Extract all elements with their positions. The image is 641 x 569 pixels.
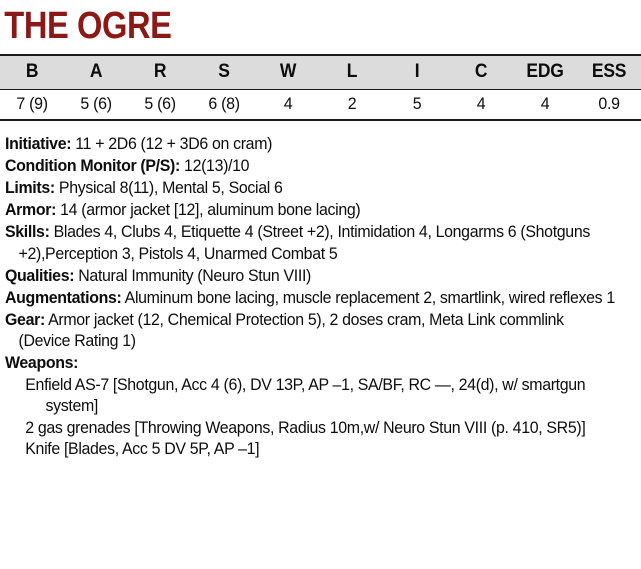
weapon-item-gas-grenades: 2 gas grenades [Throwing Weapons, Radius…: [25, 418, 586, 437]
stat-label-weapons: Weapons:: [5, 354, 79, 372]
attr-value-b: 7 (9): [1, 89, 63, 121]
stat-value-limits: Physical 8(11), Mental 5, Social 6: [54, 179, 283, 197]
attr-header-a: A: [66, 54, 126, 90]
attribute-table-body: 7 (9) 5 (6) 5 (6) 6 (8) 4 2 5 4 4 0.9: [0, 89, 641, 121]
stat-line-augmentations: Augmentations: Aluminum bone lacing, mus…: [5, 288, 615, 310]
stat-value-initiative: 11 + 2D6 (12 + 3D6 on cram): [71, 135, 273, 153]
stat-label-condition-monitor: Condition Monitor (P/S):: [5, 157, 180, 175]
attr-value-w: 4: [258, 89, 319, 121]
attr-header-c: C: [451, 54, 511, 90]
attr-value-l: 2: [322, 89, 383, 121]
stat-label-armor: Armor:: [5, 201, 57, 219]
attr-header-l: L: [323, 54, 382, 90]
attr-value-a: 5 (6): [66, 89, 127, 121]
attr-value-i: 5: [386, 89, 447, 121]
stat-line-limits: Limits: Physical 8(11), Mental 5, Social…: [5, 178, 615, 200]
attr-header-ess: ESS: [579, 54, 639, 90]
attr-value-c: 4: [450, 89, 511, 121]
stat-line-gear: Gear: Armor jacket (12, Chemical Protect…: [5, 310, 615, 353]
attr-value-s: 6 (8): [194, 89, 255, 121]
attr-header-i: I: [387, 54, 447, 90]
stat-label-qualities: Qualities:: [5, 266, 75, 285]
weapon-item-enfield-as7: Enfield AS-7 [Shotgun, Acc 4 (6), DV 13P…: [25, 375, 586, 416]
attr-header-r: R: [130, 54, 190, 90]
stat-label-initiative: Initiative:: [5, 135, 72, 153]
attr-header-w: W: [258, 54, 318, 90]
stat-line-armor: Armor: 14 (armor jacket [12], aluminum b…: [5, 200, 615, 222]
stat-line-condition-monitor: Condition Monitor (P/S): 12(13)/10: [5, 156, 615, 178]
attr-header-edg: EDG: [515, 54, 575, 90]
page-title: THE OGRE: [4, 5, 172, 47]
attribute-table: B A R S W L I C EDG ESS 7 (9) 5 (6) 5 (6…: [0, 54, 641, 121]
attr-header-b: B: [2, 54, 62, 90]
attr-header-s: S: [194, 54, 254, 90]
stat-label-augmentations: Augmentations:: [5, 288, 122, 307]
stat-value-qualities: Natural Immunity (Neuro Stun VIII): [74, 266, 312, 285]
stat-line-skills: Skills: Blades 4, Clubs 4, Etiquette 4 (…: [5, 222, 615, 265]
stat-line-initiative: Initiative: 11 + 2D6 (12 + 3D6 on cram): [5, 134, 615, 156]
attr-value-ess: 0.9: [578, 89, 640, 121]
stat-value-gear: Armor jacket (12, Chemical Protection 5)…: [18, 310, 565, 351]
stat-value-armor: 14 (armor jacket [12], aluminum bone lac…: [56, 201, 361, 219]
stat-label-gear: Gear:: [5, 310, 45, 329]
table-row: 7 (9) 5 (6) 5 (6) 6 (8) 4 2 5 4 4 0.9: [0, 89, 641, 121]
stat-value-augmentations: Aluminum bone lacing, muscle replacement…: [121, 288, 616, 307]
stat-lines: Initiative: 11 + 2D6 (12 + 3D6 on cram) …: [0, 121, 641, 461]
weapon-item-knife: Knife [Blades, Acc 5 DV 5P, AP –1]: [25, 440, 260, 458]
stat-line-qualities: Qualities: Natural Immunity (Neuro Stun …: [5, 266, 615, 288]
attr-value-edg: 4: [514, 89, 575, 121]
attribute-table-header: B A R S W L I C EDG ESS: [0, 54, 641, 90]
stat-label-skills: Skills:: [5, 223, 50, 241]
attr-value-r: 5 (6): [130, 89, 191, 121]
stat-value-skills: Blades 4, Clubs 4, Etiquette 4 (Street +…: [18, 223, 591, 263]
stat-label-limits: Limits:: [5, 179, 55, 197]
stat-value-condition-monitor: 12(13)/10: [179, 157, 250, 175]
table-header-row: B A R S W L I C EDG ESS: [0, 54, 641, 90]
